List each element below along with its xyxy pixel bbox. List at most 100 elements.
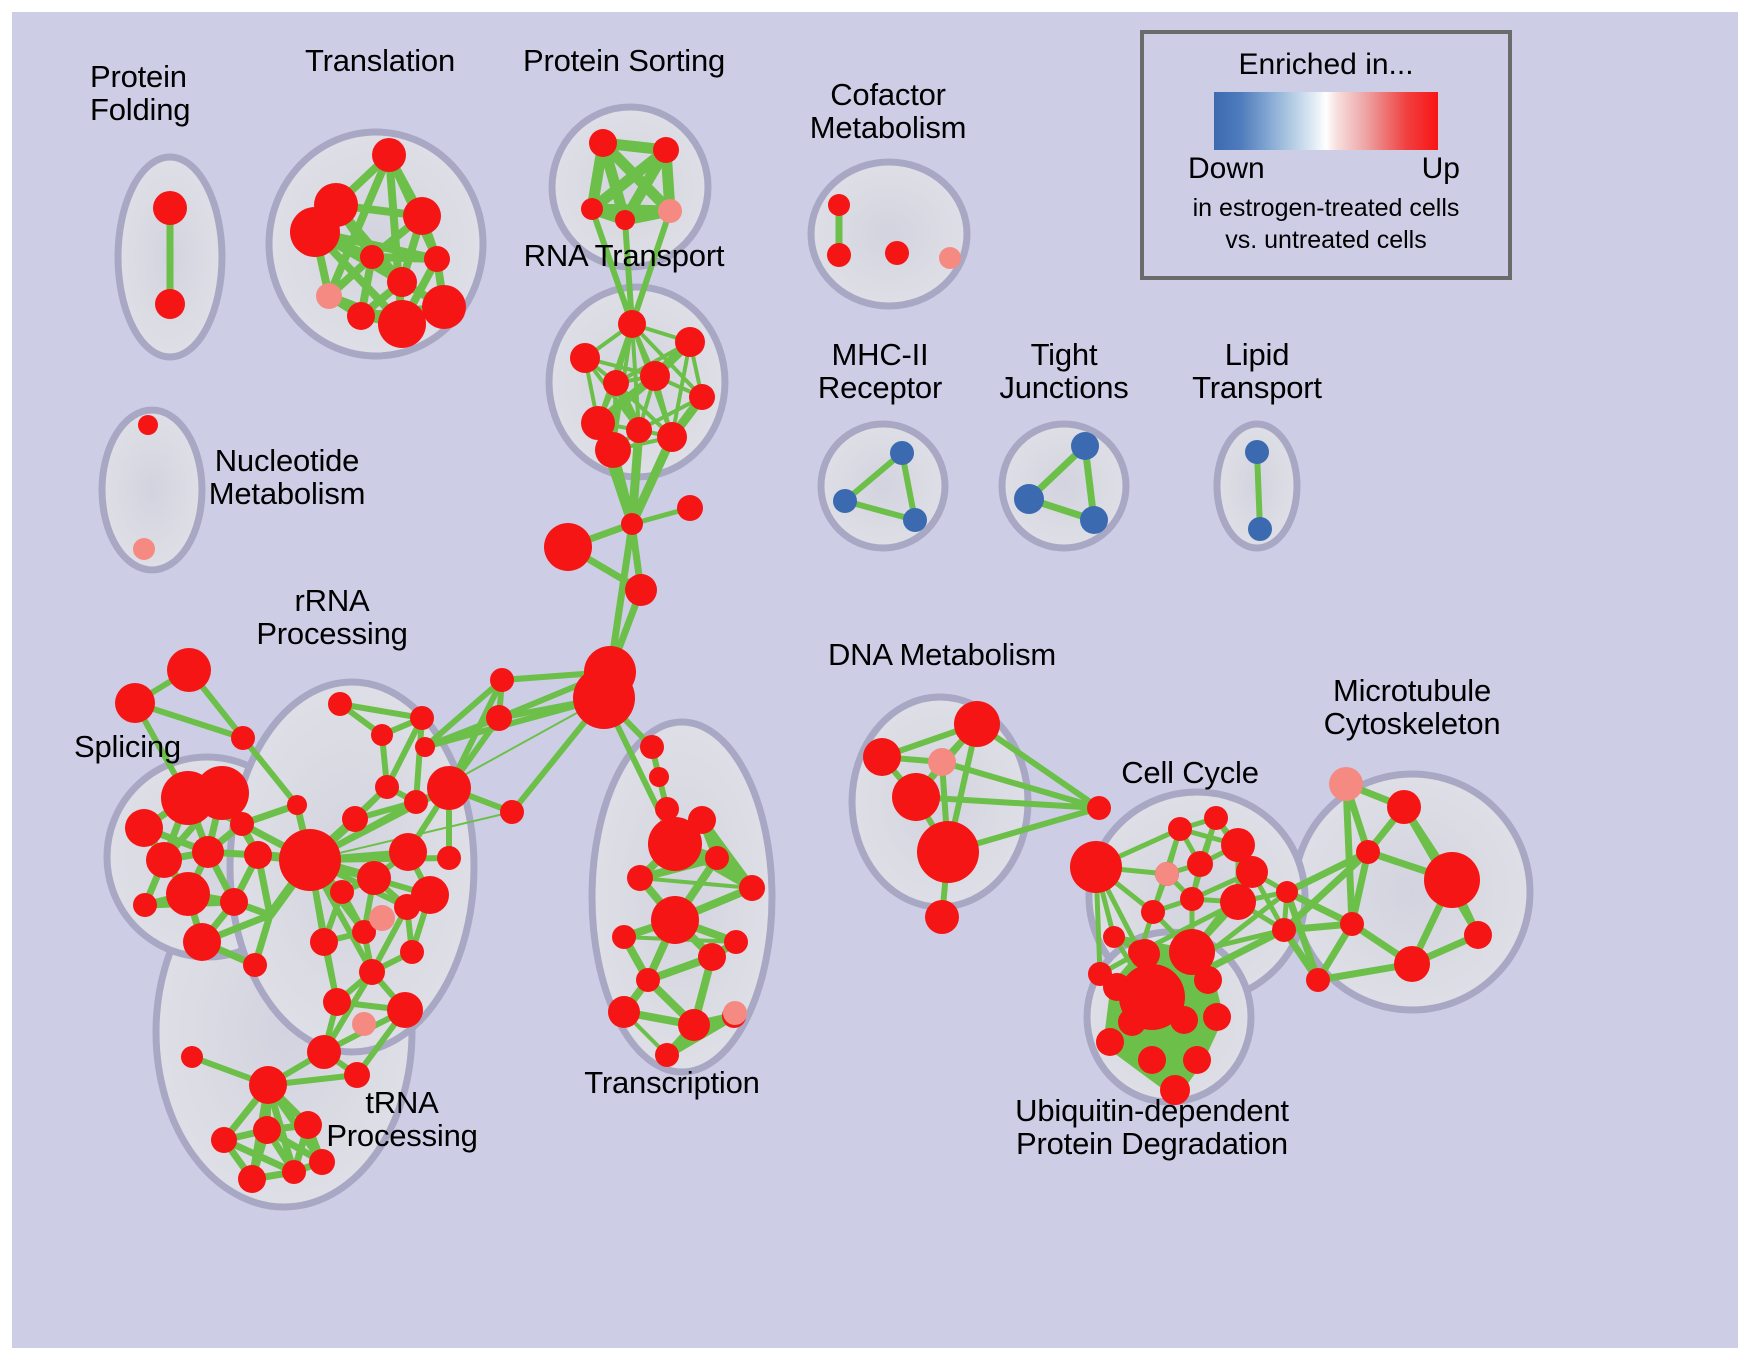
node-up [689,384,715,410]
node-up [500,800,524,824]
node-up [655,797,679,821]
node-up [1175,935,1205,965]
node-down [1248,517,1272,541]
node-up [490,668,514,692]
node-up [410,706,434,730]
legend-subtitle-line2: vs. untreated cells [1225,225,1427,254]
node-up [581,406,615,440]
node-up [253,1116,281,1144]
node-up [146,842,182,878]
node-up [387,992,423,1028]
node-up [581,198,603,220]
node-up-mid [1329,767,1363,801]
node-up [621,513,643,535]
node-up [917,821,979,883]
node-up [486,705,512,731]
node-up [344,1062,370,1088]
cluster-label-lipid-transport: Lipid Transport [1192,337,1322,406]
node-up [640,361,670,391]
node-up [357,861,391,895]
node-up [360,245,384,269]
cluster-label-splicing: Splicing [74,729,181,764]
node-up [279,829,341,891]
node-up [1306,968,1330,992]
node-up [287,795,307,815]
cluster-label-cell-cycle: Cell Cycle [1121,755,1259,790]
node-up [243,953,267,977]
node-up [415,737,435,757]
node-up [1203,1003,1231,1031]
node-up [1141,900,1165,924]
node-up [437,846,461,870]
node-up [375,775,399,799]
node-up [1103,973,1131,1001]
node-up [625,574,657,606]
node-up [1194,966,1222,994]
node-up [1180,887,1204,911]
node-up [153,191,187,225]
node-up [589,129,617,157]
node-up [648,817,702,871]
cluster-label-rna-transport: RNA Transport [523,238,725,273]
node-up [310,928,338,956]
node-up [249,1066,287,1104]
node-up [1187,851,1213,877]
node-up [1130,939,1160,969]
node-up [422,285,466,329]
node-down [1080,506,1108,534]
legend-down-label: Down [1188,152,1265,185]
hull-nucleotide-metabolism [98,406,206,574]
hull-cofactor-metabolism [807,158,971,310]
node-up [1356,840,1380,864]
cluster-label-mhc-ii-receptor: MHC-II Receptor [817,337,943,406]
cluster-label-dna-metabolism: DNA Metabolism [827,637,1057,672]
node-up [387,267,417,297]
node-up [371,724,393,746]
node-up [427,766,471,810]
node-up [244,841,272,869]
node-up [544,523,592,571]
node-up [403,197,441,235]
node-up [651,896,699,944]
node-up [627,865,653,891]
node-up-mid [133,538,155,560]
node-up [688,806,716,834]
node-up [231,726,255,750]
node-up [400,940,424,964]
network-graph [98,103,1534,1211]
node-up [1236,856,1268,888]
node-up [290,207,340,257]
node-up [636,968,660,992]
node-up [1103,926,1125,948]
node-up [655,1043,679,1067]
node-down [903,508,927,532]
legend-title: Enriched in... [1238,48,1414,81]
node-up [155,289,185,319]
node-up [570,343,600,373]
node-up [653,137,679,163]
cluster-label-rrna-processing: rRNA Processing [256,583,408,652]
node-up [1160,1075,1190,1105]
node-up [342,806,368,832]
node-up [309,1149,335,1175]
node-up [1340,912,1364,936]
cluster-label-protein-sorting: Protein Sorting [522,43,726,78]
node-up [238,1165,266,1193]
node-up-mid [723,1001,747,1025]
node-up [404,790,428,814]
node-up-mid [1155,862,1179,886]
node-up [192,836,224,868]
node-up [1276,881,1298,903]
node-up [1183,1046,1211,1074]
node-down [1071,432,1099,460]
node-up [294,1111,322,1139]
node-up-mid [352,1012,376,1036]
node-up-mid [316,283,342,309]
cluster-label-translation: Translation [305,43,455,78]
node-up [1096,1028,1124,1056]
node-up [328,692,352,716]
network-nodes [115,129,1492,1193]
node-up [925,900,959,934]
node-up [1170,1006,1198,1034]
node-up [612,925,636,949]
